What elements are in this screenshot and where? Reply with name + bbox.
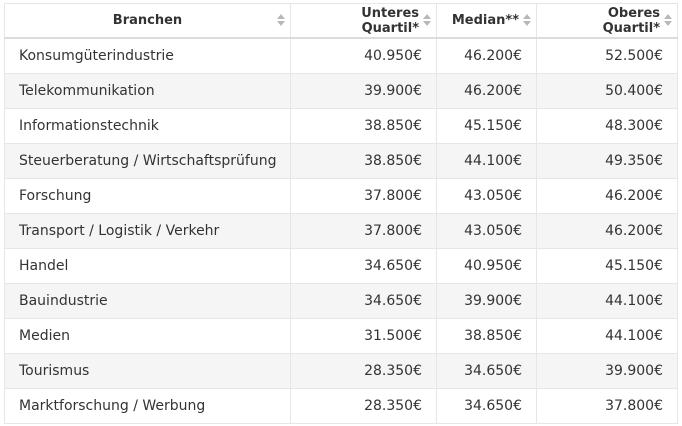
table-row: Telekommunikation 39.900€ 46.200€ 50.400€ bbox=[4, 73, 678, 109]
cell-oberes-quartil: 39.900€ bbox=[536, 353, 678, 389]
cell-unteres-quartil: 28.350€ bbox=[290, 353, 437, 389]
cell-oberes-quartil: 44.100€ bbox=[536, 283, 678, 319]
column-header-label: Unteres Quartil* bbox=[361, 5, 419, 36]
cell-oberes-quartil: 46.200€ bbox=[536, 213, 678, 249]
cell-unteres-quartil: 38.850€ bbox=[290, 108, 437, 144]
cell-unteres-quartil: 34.650€ bbox=[290, 248, 437, 284]
cell-oberes-quartil: 37.800€ bbox=[536, 388, 678, 424]
sort-icon[interactable] bbox=[423, 14, 431, 26]
cell-branche: Informationstechnik bbox=[4, 108, 291, 144]
salary-table: Branchen Unteres Quartil* Median** Obere… bbox=[4, 3, 678, 424]
column-header-label: Oberes Quartil* bbox=[602, 5, 660, 36]
cell-oberes-quartil: 46.200€ bbox=[536, 178, 678, 214]
table-row: Marktforschung / Werbung 28.350€ 34.650€ 37… bbox=[4, 388, 678, 424]
cell-unteres-quartil: 40.950€ bbox=[290, 37, 437, 74]
cell-unteres-quartil: 37.800€ bbox=[290, 213, 437, 249]
cell-oberes-quartil: 50.400€ bbox=[536, 73, 678, 109]
cell-branche: Forschung bbox=[4, 178, 291, 214]
cell-unteres-quartil: 39.900€ bbox=[290, 73, 437, 109]
cell-branche: Konsumgüterindustrie bbox=[4, 37, 291, 74]
cell-median: 43.050€ bbox=[436, 178, 537, 214]
cell-unteres-quartil: 37.800€ bbox=[290, 178, 437, 214]
cell-unteres-quartil: 28.350€ bbox=[290, 388, 437, 424]
column-header-unteres-quartil[interactable]: Unteres Quartil* bbox=[290, 3, 437, 39]
cell-median: 39.900€ bbox=[436, 283, 537, 319]
cell-median: 40.950€ bbox=[436, 248, 537, 284]
table-row: Medien 31.500€ 38.850€ 44.100€ bbox=[4, 318, 678, 354]
table-row: Bauindustrie 34.650€ 39.900€ 44.100€ bbox=[4, 283, 678, 319]
cell-oberes-quartil: 44.100€ bbox=[536, 318, 678, 354]
column-header-median[interactable]: Median** bbox=[436, 3, 537, 39]
column-header-oberes-quartil[interactable]: Oberes Quartil* bbox=[536, 3, 678, 39]
table-header-row: Branchen Unteres Quartil* Median** Obere… bbox=[4, 3, 678, 39]
cell-oberes-quartil: 45.150€ bbox=[536, 248, 678, 284]
table-row: Transport / Logistik / Verkehr 37.800€ 43.… bbox=[4, 213, 678, 249]
cell-median: 38.850€ bbox=[436, 318, 537, 354]
table-row: Forschung 37.800€ 43.050€ 46.200€ bbox=[4, 178, 678, 214]
cell-branche: Telekommunikation bbox=[4, 73, 291, 109]
cell-unteres-quartil: 38.850€ bbox=[290, 143, 437, 179]
table-row: Konsumgüterindustrie 40.950€ 46.200€ 52.500… bbox=[4, 37, 678, 74]
column-header-branchen[interactable]: Branchen bbox=[4, 3, 291, 39]
cell-branche: Handel bbox=[4, 248, 291, 284]
table-row: Handel 34.650€ 40.950€ 45.150€ bbox=[4, 248, 678, 284]
cell-median: 34.650€ bbox=[436, 353, 537, 389]
cell-unteres-quartil: 31.500€ bbox=[290, 318, 437, 354]
cell-median: 45.150€ bbox=[436, 108, 537, 144]
table-row: Tourismus 28.350€ 34.650€ 39.900€ bbox=[4, 353, 678, 389]
table-row: Informationstechnik 38.850€ 45.150€ 48.300€ bbox=[4, 108, 678, 144]
column-header-label: Median** bbox=[451, 13, 519, 28]
cell-oberes-quartil: 49.350€ bbox=[536, 143, 678, 179]
table-row: Steuerberatung / Wirtschaftsprüfung 38.85… bbox=[4, 143, 678, 179]
sort-icon[interactable] bbox=[523, 14, 531, 26]
cell-median: 46.200€ bbox=[436, 37, 537, 74]
sort-icon[interactable] bbox=[664, 14, 672, 26]
cell-branche: Transport / Logistik / Verkehr bbox=[4, 213, 291, 249]
cell-median: 44.100€ bbox=[436, 143, 537, 179]
cell-median: 43.050€ bbox=[436, 213, 537, 249]
salary-table-container: Branchen Unteres Quartil* Median** Obere… bbox=[4, 3, 678, 424]
cell-branche: Tourismus bbox=[4, 353, 291, 389]
cell-branche: Steuerberatung / Wirtschaftsprüfung bbox=[4, 143, 291, 179]
cell-branche: Marktforschung / Werbung bbox=[4, 388, 291, 424]
cell-branche: Bauindustrie bbox=[4, 283, 291, 319]
sort-icon[interactable] bbox=[277, 14, 285, 26]
cell-oberes-quartil: 52.500€ bbox=[536, 37, 678, 74]
cell-branche: Medien bbox=[4, 318, 291, 354]
cell-median: 46.200€ bbox=[436, 73, 537, 109]
column-header-label: Branchen bbox=[112, 13, 183, 28]
cell-median: 34.650€ bbox=[436, 388, 537, 424]
cell-oberes-quartil: 48.300€ bbox=[536, 108, 678, 144]
cell-unteres-quartil: 34.650€ bbox=[290, 283, 437, 319]
